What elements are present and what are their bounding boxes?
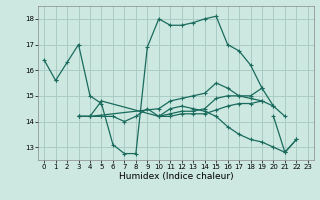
X-axis label: Humidex (Indice chaleur): Humidex (Indice chaleur) <box>119 172 233 181</box>
